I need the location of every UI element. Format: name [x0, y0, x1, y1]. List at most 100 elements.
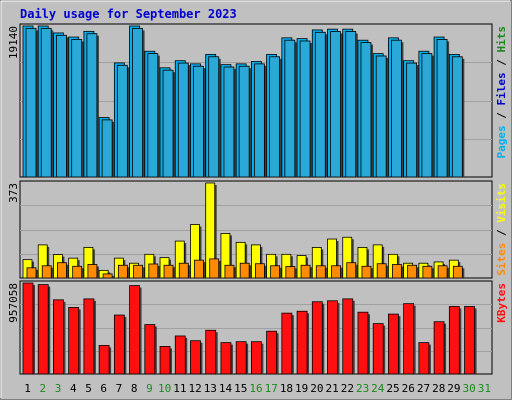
- legend-separator: /: [495, 53, 508, 73]
- kbytes-bar: [342, 298, 354, 375]
- x-tick-label: 20: [310, 382, 323, 395]
- files-bar: [253, 63, 265, 178]
- kbytes-bar: [281, 312, 293, 375]
- files-bar: [208, 56, 220, 178]
- legend-item-visits: Visits: [495, 183, 508, 223]
- x-tick-label: 28: [432, 382, 445, 395]
- panel-hits_files_pages: 19140 Pages / Files / Hits: [7, 23, 508, 178]
- files-bar: [71, 39, 83, 178]
- x-tick-label: 5: [85, 382, 92, 395]
- x-tick-label: 3: [55, 382, 62, 395]
- x-tick-label: 23: [356, 382, 369, 395]
- sites-bar: [315, 265, 326, 279]
- files-bar: [238, 65, 250, 178]
- kbytes-bar: [357, 311, 369, 375]
- legend-item-hits: Hits: [495, 26, 508, 53]
- files-bar: [436, 39, 448, 178]
- files-bar: [193, 65, 204, 178]
- files-bar: [162, 69, 174, 178]
- legend-item-files: Files: [495, 72, 508, 105]
- x-tick-label: 29: [447, 382, 460, 395]
- kbytes-bar: [174, 335, 186, 375]
- files-bar: [314, 31, 326, 178]
- files-bar: [406, 62, 418, 178]
- sites-bar: [163, 264, 174, 279]
- kbytes-bar: [250, 341, 262, 375]
- sites-bar: [57, 262, 67, 279]
- files-bar: [223, 66, 235, 178]
- kbytes-bar: [235, 341, 247, 375]
- kbytes-bar: [83, 298, 95, 375]
- kbytes-bar: [53, 299, 64, 375]
- x-tick-label: 9: [146, 382, 153, 395]
- legend-item-pages: Pages: [495, 125, 508, 158]
- x-tick-label: 15: [234, 382, 247, 395]
- x-tick-label: 24: [371, 382, 385, 395]
- x-tick-label: 16: [249, 382, 262, 395]
- sites-bar: [209, 258, 220, 279]
- kbytes-bar: [418, 342, 430, 375]
- sites-bar: [300, 264, 311, 279]
- panel-legend: KBytes: [495, 283, 508, 323]
- x-tick-label: 2: [40, 382, 47, 395]
- chart-panels: 19140 Pages / Files / Hits 373 Sites / Visi…: [7, 23, 508, 375]
- files-bar: [375, 55, 387, 178]
- panel-visits_sites: 373 Sites / Visits: [7, 180, 508, 279]
- kbytes-bar: [220, 342, 232, 375]
- kbytes-bar: [448, 306, 460, 375]
- x-tick-label: 14: [219, 382, 233, 395]
- x-tick-label: 12: [188, 382, 201, 395]
- x-tick-label: 1: [24, 382, 31, 395]
- y-max-label: 373: [7, 183, 20, 203]
- x-tick-label: 6: [100, 382, 107, 395]
- files-bar: [177, 62, 189, 178]
- files-bar: [101, 119, 113, 178]
- kbytes-bar: [372, 323, 384, 375]
- y-max-label: 19140: [7, 26, 20, 59]
- sites-bar: [407, 264, 418, 279]
- x-tick-label: 4: [70, 382, 77, 395]
- x-tick-label: 7: [116, 382, 123, 395]
- kbytes-bar: [113, 314, 125, 375]
- files-bar: [269, 56, 281, 178]
- sites-bar: [178, 262, 189, 279]
- x-axis-labels: 1 2 3 4 5 6 7 8 9 10 11 12 13 14 15 16 17 18 19 20 21 22 23 24 2…: [24, 382, 491, 395]
- x-tick-label: 8: [131, 382, 138, 395]
- kbytes-bar: [433, 321, 445, 375]
- files-bar: [451, 56, 463, 178]
- x-tick-label: 21: [326, 382, 339, 395]
- x-tick-label: 13: [204, 382, 217, 395]
- kbytes-bar: [144, 324, 156, 375]
- files-bar: [40, 27, 52, 178]
- sites-bar: [422, 265, 433, 279]
- sites-bar: [452, 265, 463, 279]
- legend-item-kbytes: KBytes: [495, 283, 508, 323]
- sites-bar: [361, 265, 372, 279]
- sites-bar: [270, 265, 281, 279]
- sites-bar: [331, 265, 341, 279]
- sites-bar: [72, 265, 83, 279]
- x-tick-label: 27: [417, 382, 430, 395]
- panel-legend: Pages / Files / Hits: [495, 26, 508, 159]
- y-max-label: 957058: [7, 283, 20, 323]
- sites-bar: [102, 273, 113, 279]
- kbytes-bar: [190, 340, 201, 375]
- x-tick-label: 11: [173, 382, 186, 395]
- kbytes-bar: [68, 307, 80, 375]
- x-tick-label: 25: [386, 382, 399, 395]
- kbytes-bar: [464, 306, 475, 375]
- files-bar: [25, 27, 37, 178]
- sites-bar: [254, 263, 265, 279]
- sites-bar: [117, 264, 128, 279]
- files-bar: [345, 31, 357, 178]
- kbytes-bar: [159, 346, 171, 375]
- x-tick-label: 30: [463, 382, 476, 395]
- kbytes-bar: [266, 330, 278, 375]
- files-bar: [147, 53, 159, 178]
- kbytes-bar: [98, 345, 110, 375]
- files-bar: [391, 39, 402, 178]
- x-tick-label: 10: [158, 382, 171, 395]
- x-tick-label: 31: [478, 382, 491, 395]
- x-tick-label: 19: [295, 382, 308, 395]
